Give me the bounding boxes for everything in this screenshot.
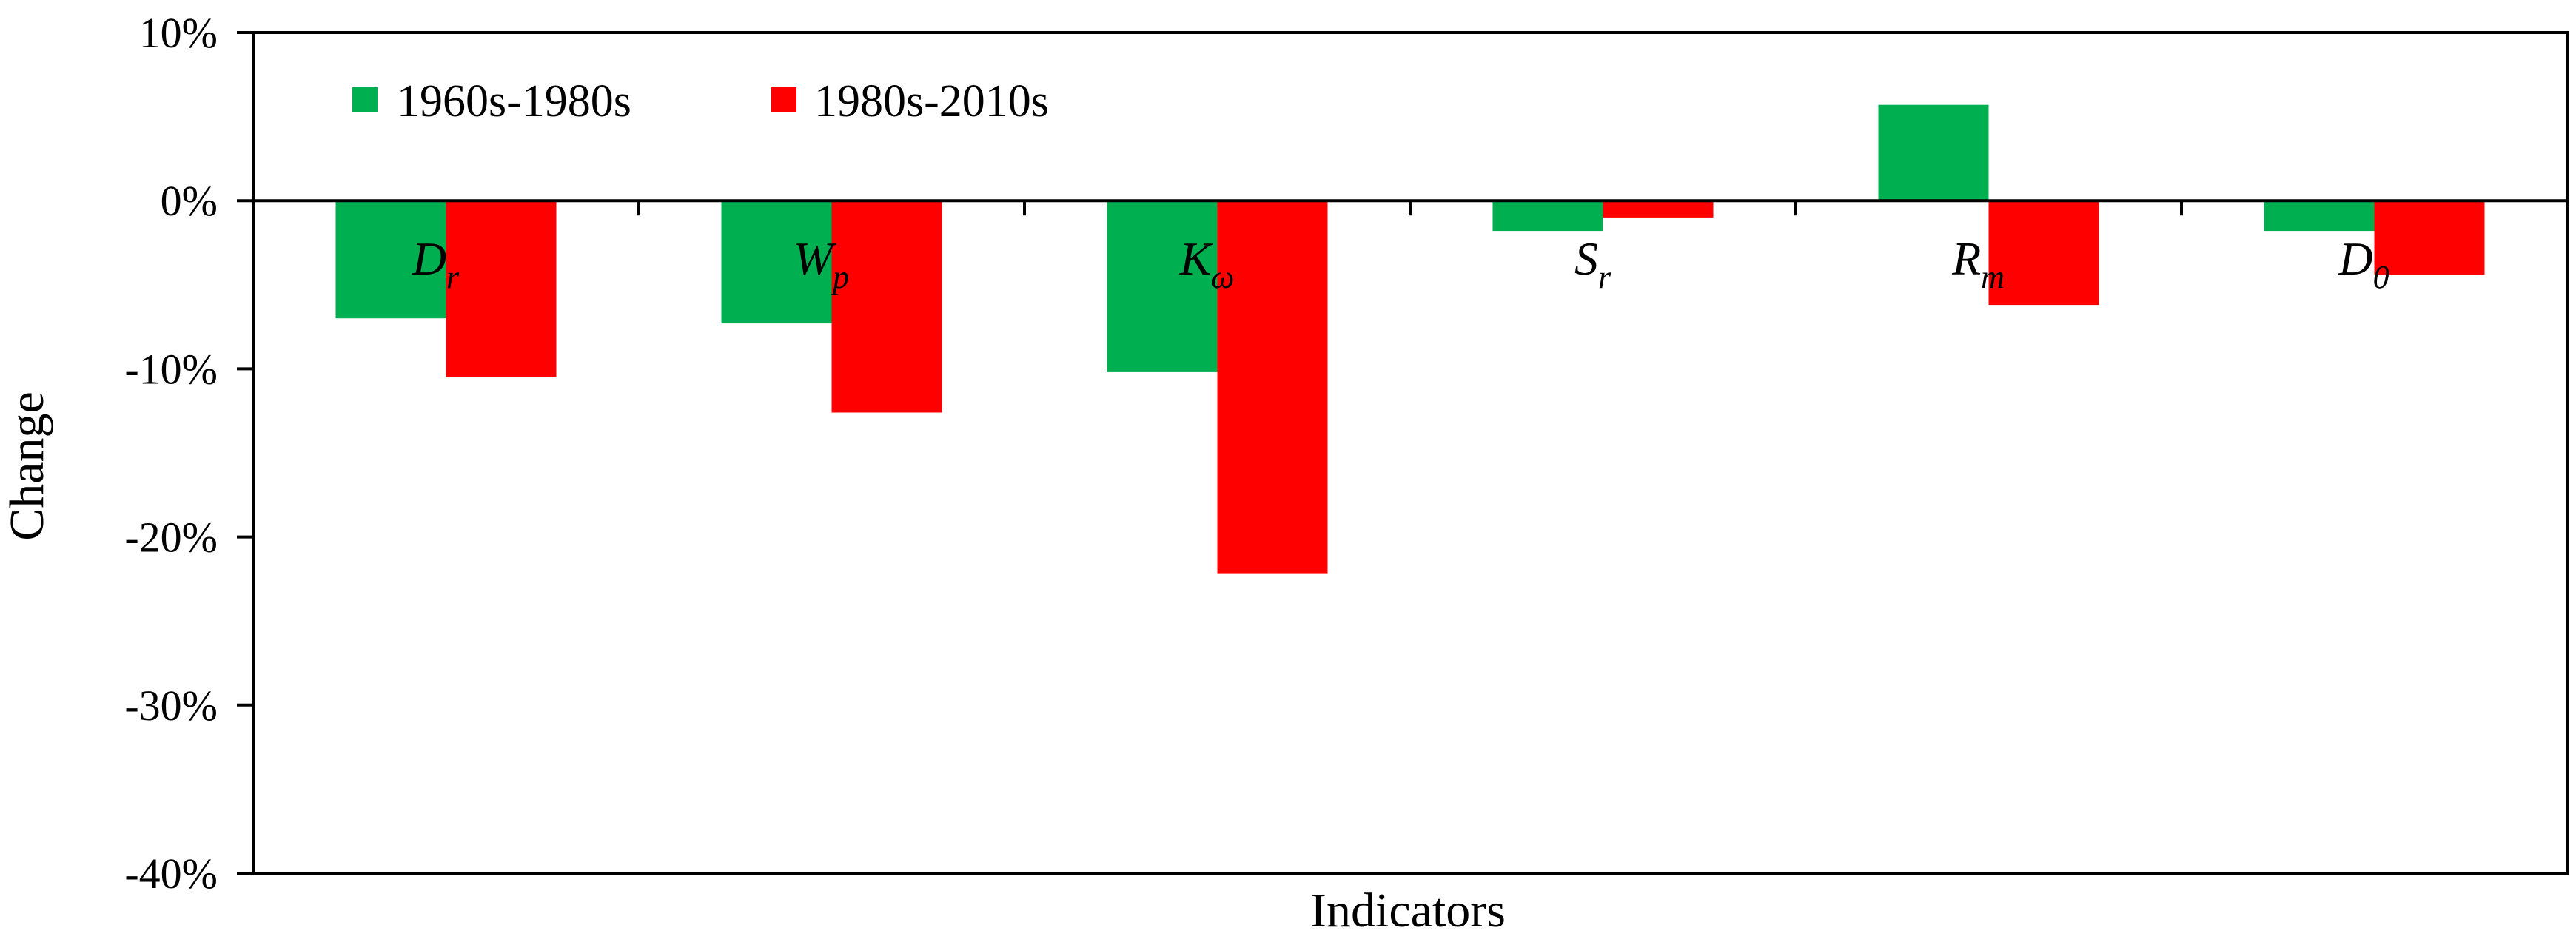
bar-1980s-2010s-Sr — [1603, 201, 1714, 218]
bar-1960s-1980s-D0 — [2264, 201, 2375, 232]
category-label: Rm — [1951, 232, 2005, 295]
plot-area-frame — [252, 31, 2569, 875]
bar-1980s-2010s-Wp — [831, 201, 942, 413]
bar-1960s-1980s-Kω — [1107, 201, 1218, 372]
category-label: Wp — [794, 232, 849, 295]
y-tick-label: 10% — [139, 9, 218, 57]
bar-1980s-2010s-Dr — [446, 201, 557, 377]
x-axis-title: Indicators — [1310, 884, 1506, 938]
y-tick-label: -30% — [124, 682, 218, 730]
legend-label-1980s-2010s: 1980s-2010s — [814, 76, 1049, 127]
bars — [335, 104, 2485, 574]
legend-label-1960s-1980s: 1960s-1980s — [397, 76, 631, 127]
legend-swatch-1960s-1980s — [352, 87, 378, 112]
category-label: Dr — [412, 232, 460, 295]
category-labels: Dr Wp Kω Sr Rm D0 — [412, 232, 2389, 295]
bar-1960s-1980s-Sr — [1492, 201, 1603, 232]
bar-1980s-2010s-Kω — [1217, 201, 1328, 574]
y-tick-label: -40% — [124, 850, 218, 898]
y-axis-title: Change — [0, 391, 54, 541]
category-label: D0 — [2338, 232, 2389, 295]
legend-swatch-1980s-2010s — [771, 87, 796, 112]
legend: 1960s-1980s 1980s-2010s — [352, 76, 1049, 127]
y-tick-label: 0% — [161, 177, 218, 225]
bar-1960s-1980s-Wp — [721, 201, 832, 324]
y-axis: 10% 0% -10% -20% -30% -40% — [124, 9, 253, 898]
x-tick-marks — [637, 201, 2183, 216]
bar-1960s-1980s-Rm — [1878, 104, 1989, 201]
bar-1980s-2010s-D0 — [2374, 201, 2485, 275]
y-tick-label: -10% — [124, 345, 218, 393]
category-label: Kω — [1179, 232, 1235, 295]
y-tick-label: -20% — [124, 514, 218, 562]
bar-1960s-1980s-Dr — [335, 201, 446, 319]
category-label: Sr — [1574, 232, 1611, 295]
bar-1980s-2010s-Rm — [1988, 201, 2099, 306]
